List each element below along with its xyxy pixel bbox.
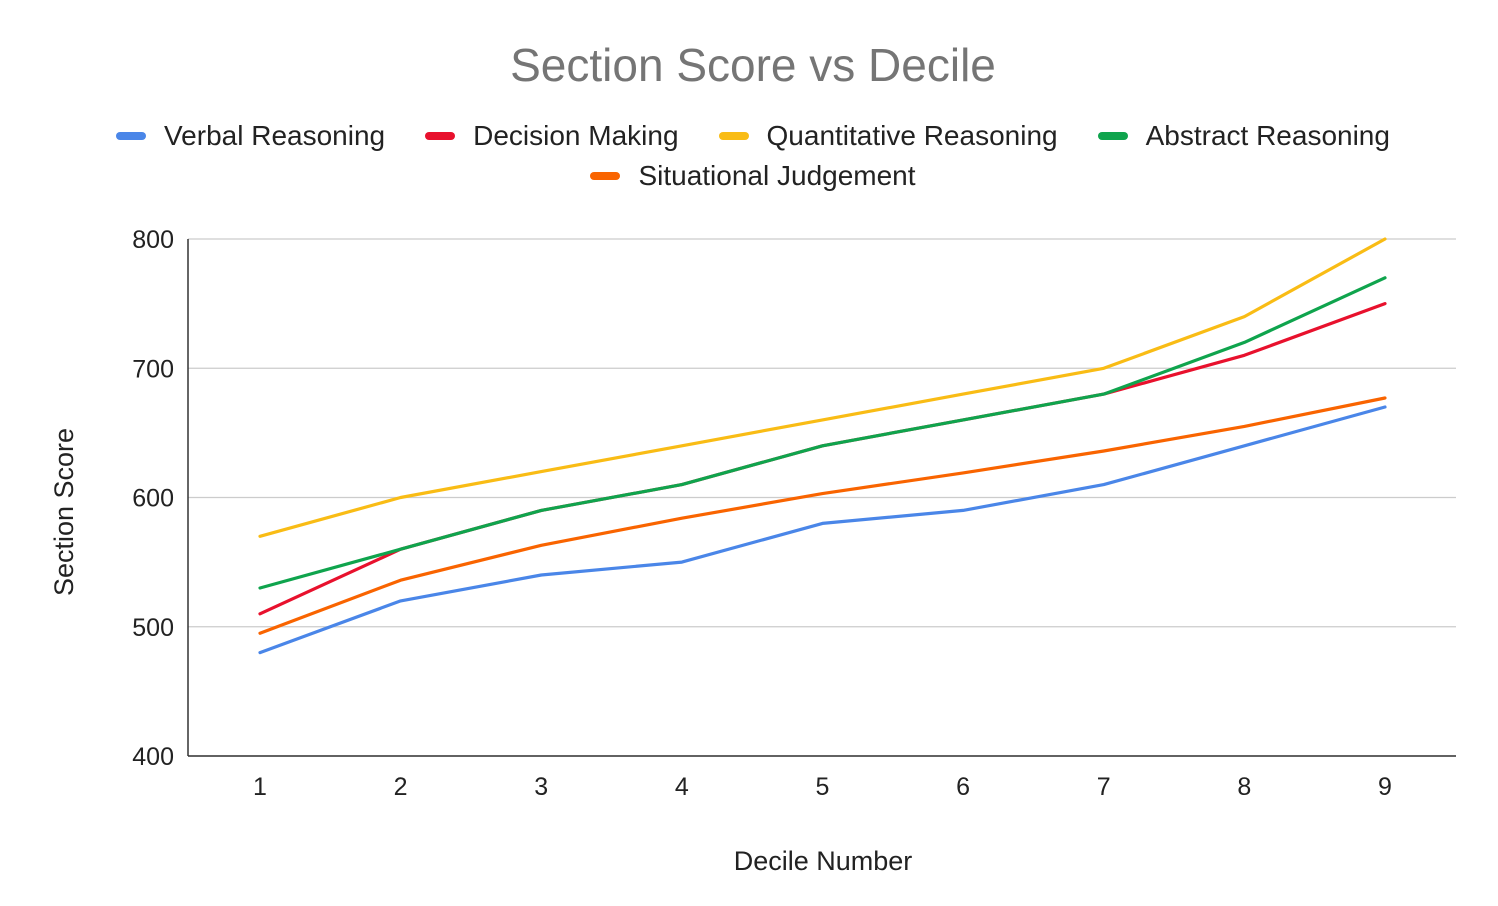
- legend-swatch-decision-making: [425, 132, 456, 140]
- y-tick-label-500: 500: [132, 614, 174, 642]
- x-tick-label-5: 5: [816, 773, 830, 801]
- x-tick-label-4: 4: [675, 773, 689, 801]
- x-tick-label-3: 3: [534, 773, 548, 801]
- x-tick-label-7: 7: [1097, 773, 1111, 801]
- legend-label-abstract-reasoning: Abstract Reasoning: [1145, 120, 1390, 151]
- x-tick-labels: 1 2 3 4 5 6 7 8 9: [253, 773, 1392, 801]
- chart-title: Section Score vs Decile: [510, 39, 996, 91]
- legend-swatch-quantitative-reasoning: [718, 132, 749, 140]
- y-tick-label-400: 400: [132, 743, 174, 771]
- legend-item-decision-making[interactable]: Decision Making: [425, 120, 679, 152]
- legend-label-verbal-reasoning: Verbal Reasoning: [164, 120, 386, 151]
- y-tick-label-600: 600: [132, 485, 174, 513]
- legend-swatch-verbal-reasoning: [116, 132, 147, 140]
- axes: [187, 239, 1456, 757]
- series-line-decision-making: [258, 302, 1387, 616]
- y-tick-label-700: 700: [132, 355, 174, 383]
- x-tick-label-6: 6: [956, 773, 970, 801]
- x-tick-label-2: 2: [394, 773, 408, 801]
- series-line-verbal-reasoning: [258, 405, 1387, 655]
- y-tick-label-800: 800: [132, 226, 174, 254]
- legend-item-situational-judgement[interactable]: Situational Judgement: [590, 160, 916, 192]
- legend-label-situational-judgement: Situational Judgement: [638, 160, 916, 191]
- x-tick-label-1: 1: [253, 773, 267, 801]
- x-tick-label-9: 9: [1378, 773, 1392, 801]
- legend-swatch-situational-judgement: [590, 172, 621, 180]
- x-tick-label-8: 8: [1237, 773, 1251, 801]
- x-axis-title: Decile Number: [734, 846, 913, 876]
- legend-row-2: Situational Judgement: [0, 160, 1498, 192]
- y-tick-labels: 400 500 600 700 800: [132, 226, 174, 771]
- series-line-situational-judgement: [258, 396, 1387, 635]
- series-line-abstract-reasoning: [258, 276, 1387, 590]
- legend-item-abstract-reasoning[interactable]: Abstract Reasoning: [1097, 120, 1390, 152]
- legend-swatch-abstract-reasoning: [1097, 132, 1128, 140]
- series-line-quantitative-reasoning: [258, 237, 1387, 538]
- legend-item-quantitative-reasoning[interactable]: Quantitative Reasoning: [718, 120, 1058, 152]
- gridlines: [188, 238, 1456, 757]
- legend-item-verbal-reasoning[interactable]: Verbal Reasoning: [116, 120, 385, 152]
- legend-label-decision-making: Decision Making: [473, 120, 679, 151]
- series-lines: [258, 237, 1387, 655]
- y-axis-title: Section Score: [49, 428, 79, 596]
- legend: Verbal Reasoning Decision Making Quantit…: [0, 120, 1498, 152]
- legend-label-quantitative-reasoning: Quantitative Reasoning: [766, 120, 1058, 151]
